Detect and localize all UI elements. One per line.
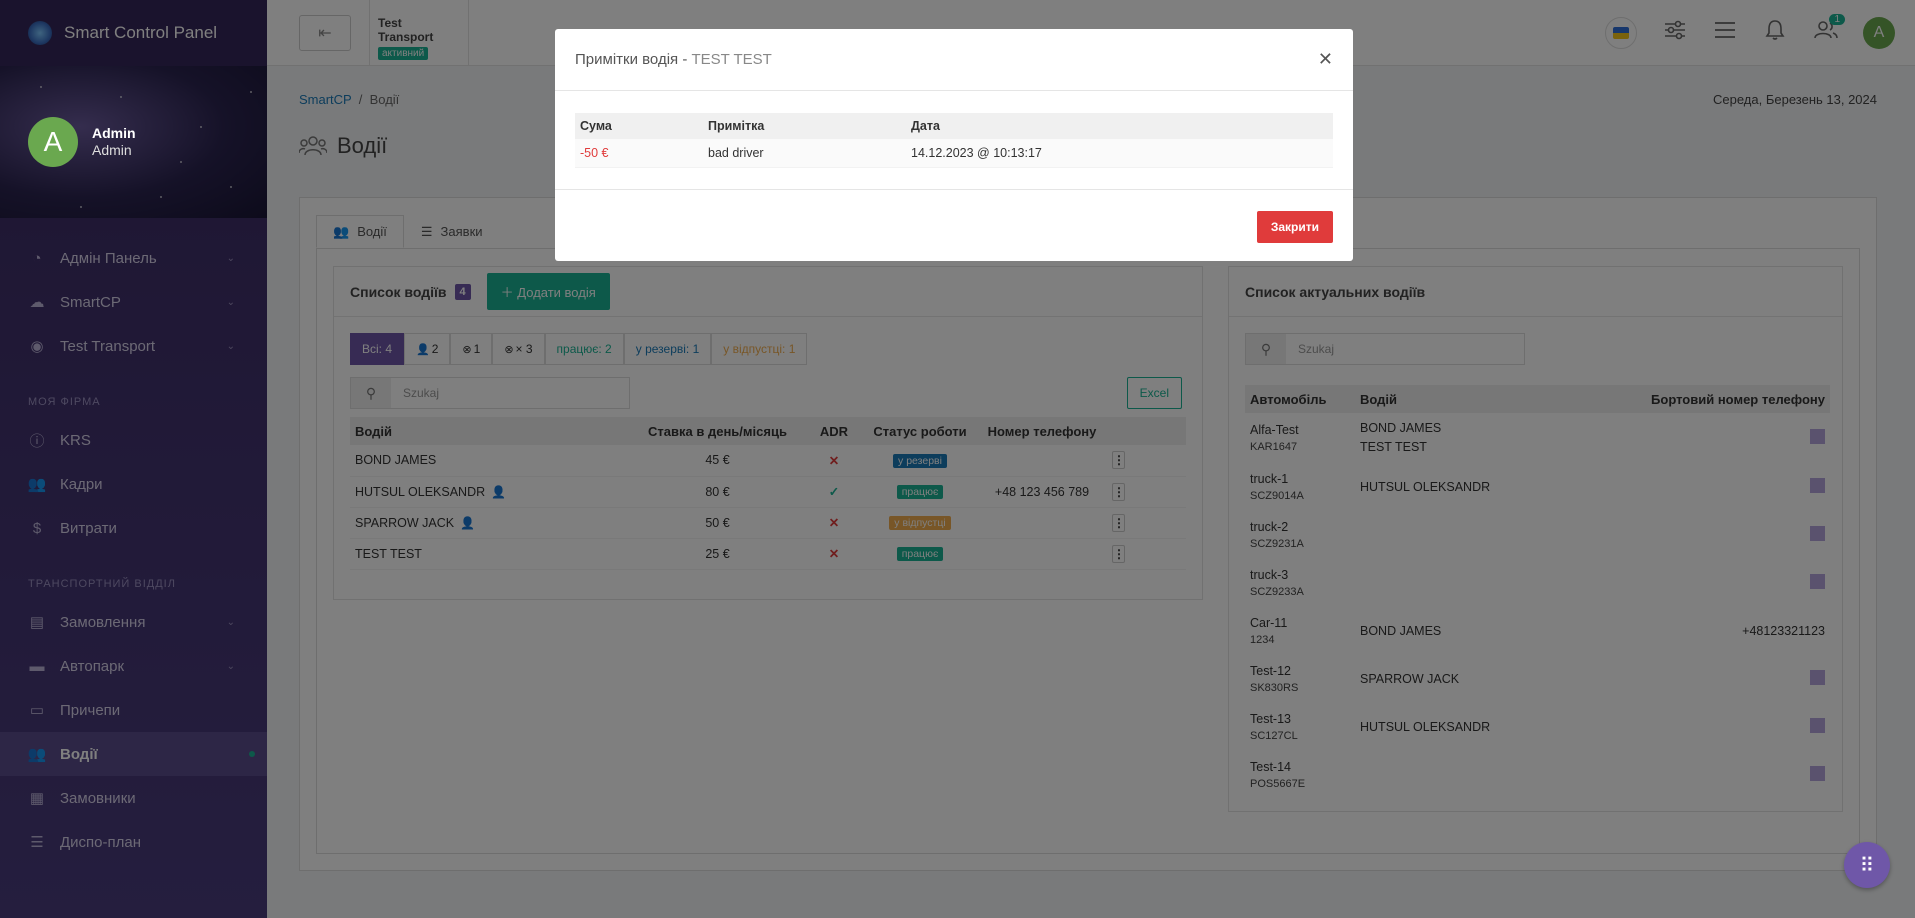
close-icon[interactable]: ✕ <box>1317 49 1333 69</box>
table-row: -50 € bad driver 14.12.2023 @ 10:13:17 <box>575 139 1333 168</box>
apps-grid-button[interactable]: ⠿ <box>1844 842 1890 888</box>
note-date: 14.12.2023 @ 10:13:17 <box>906 139 1333 168</box>
col-sum: Сума <box>575 113 703 139</box>
user-name: Admin <box>92 125 136 141</box>
note-sum: -50 € <box>575 139 703 168</box>
note-text: bad driver <box>703 139 906 168</box>
avatar[interactable]: A <box>28 117 78 167</box>
modal-title: Примітки водія - <box>575 51 688 68</box>
modal-subtitle: TEST TEST <box>691 51 772 68</box>
driver-notes-modal: Примітки водія - TEST TEST ✕ Сума Приміт… <box>555 29 1353 261</box>
notes-table: Сума Примітка Дата -50 € bad driver 14.1… <box>575 113 1333 168</box>
col-date: Дата <box>906 113 1333 139</box>
user-role: Admin <box>92 142 132 158</box>
col-note: Примітка <box>703 113 906 139</box>
close-button[interactable]: Закрити <box>1256 211 1333 243</box>
grid-icon: ⠿ <box>1859 854 1875 877</box>
